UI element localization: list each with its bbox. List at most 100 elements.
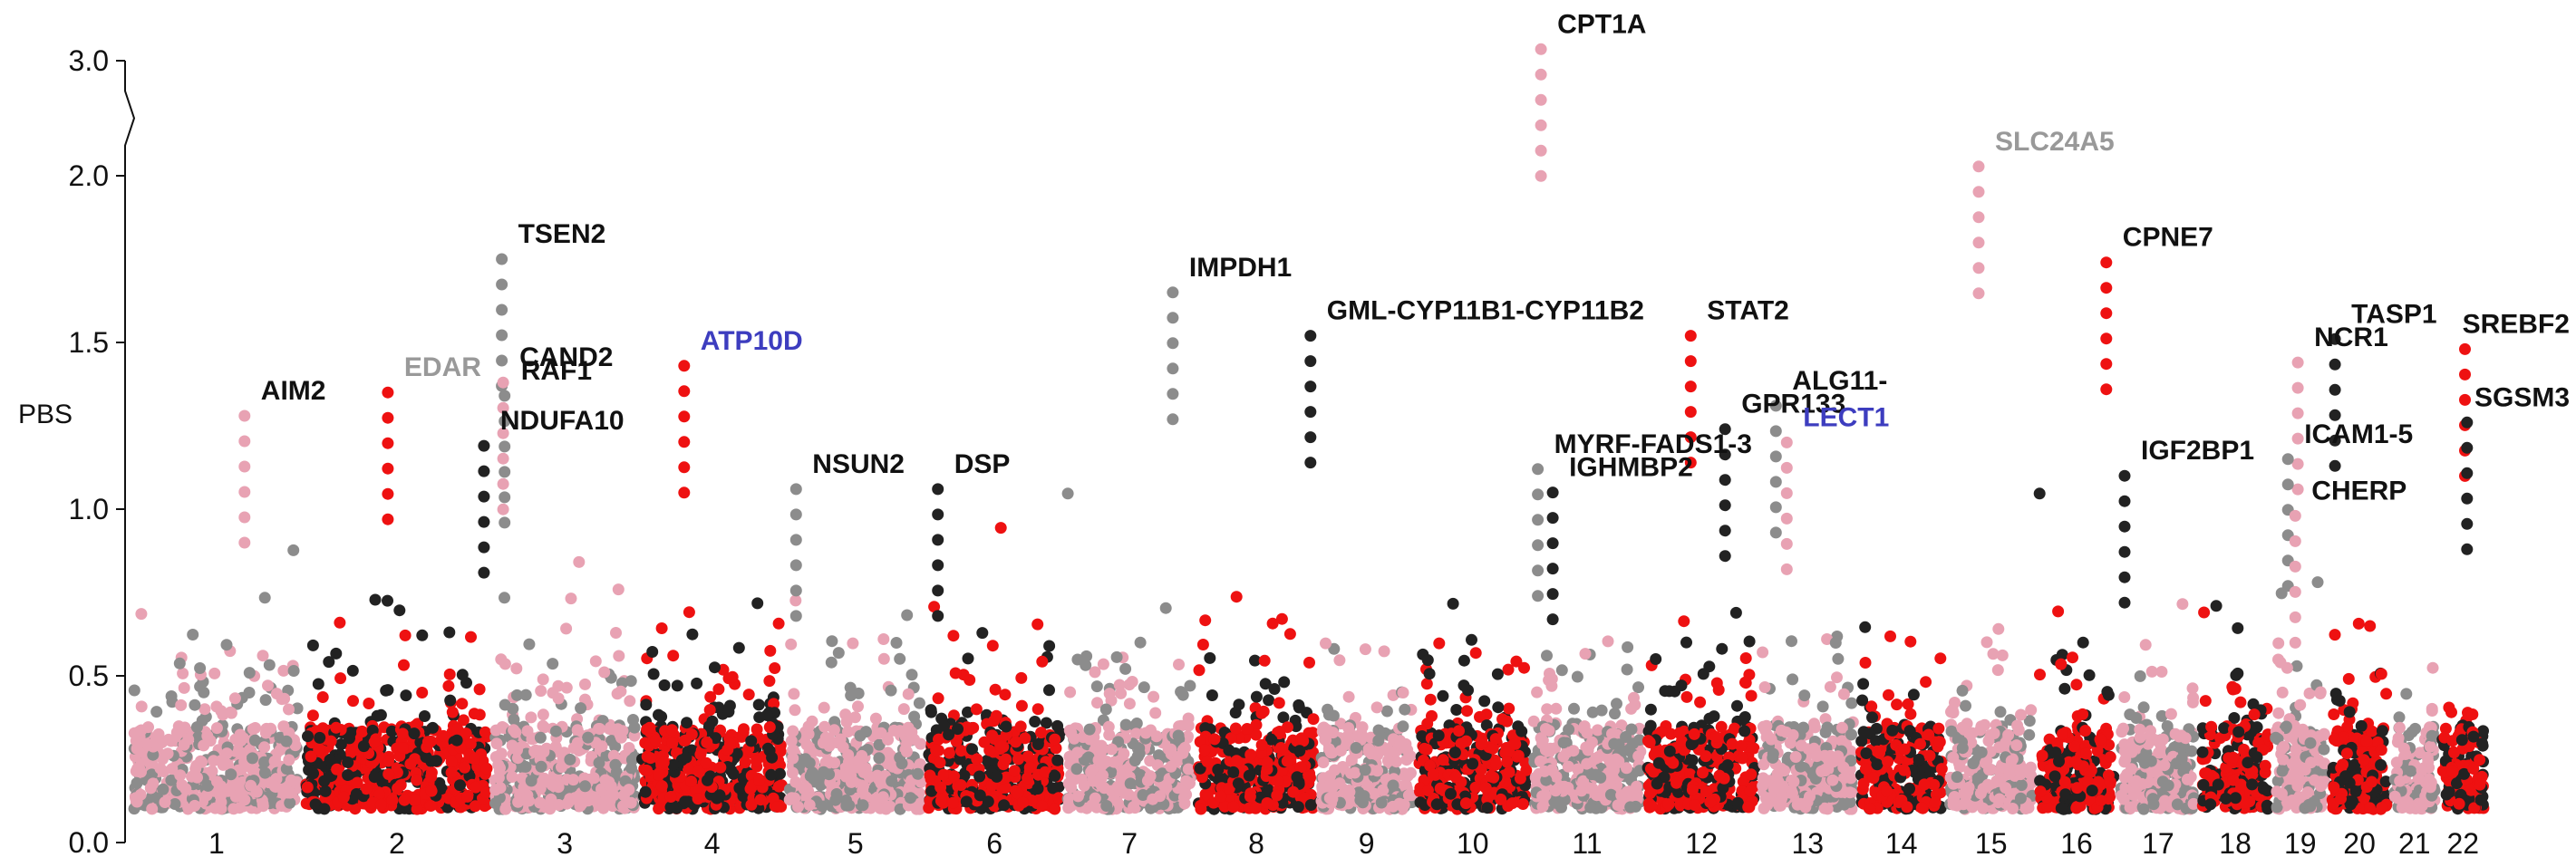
data-point <box>1064 686 1077 698</box>
data-point <box>159 796 171 808</box>
data-point <box>785 638 798 650</box>
data-point <box>489 797 502 810</box>
data-point <box>408 727 421 740</box>
data-point <box>1320 637 1332 650</box>
data-point <box>243 687 256 698</box>
data-point <box>538 721 550 734</box>
data-point <box>1243 769 1255 782</box>
data-point <box>962 706 973 718</box>
data-point <box>357 740 370 753</box>
data-point <box>598 666 611 679</box>
data-point <box>187 629 199 641</box>
data-point <box>1708 710 1720 723</box>
data-point <box>131 742 143 755</box>
data-point <box>1449 771 1462 783</box>
data-point <box>1715 720 1728 733</box>
data-point <box>1700 750 1712 763</box>
data-point <box>908 710 921 723</box>
data-point <box>1437 754 1449 766</box>
data-point <box>1293 701 1305 714</box>
data-point <box>1000 771 1012 784</box>
data-point <box>800 782 813 795</box>
data-point <box>507 702 519 715</box>
data-point <box>1380 705 1393 718</box>
data-point <box>760 709 773 721</box>
data-point <box>189 799 201 812</box>
data-point <box>350 788 363 800</box>
data-point <box>1198 744 1211 756</box>
data-point <box>692 793 704 805</box>
data-point <box>400 689 412 702</box>
data-point <box>742 689 755 701</box>
data-point <box>1149 707 1162 719</box>
data-point <box>1268 683 1281 695</box>
data-point <box>704 690 717 703</box>
data-point <box>573 555 586 568</box>
data-point <box>1729 606 1742 619</box>
data-point <box>399 629 412 641</box>
data-point <box>1281 755 1293 767</box>
data-point <box>818 720 831 733</box>
data-point <box>285 774 297 786</box>
data-point <box>804 770 817 783</box>
data-point <box>1017 796 1029 809</box>
data-point <box>733 782 746 795</box>
data-point <box>935 795 947 807</box>
data-point <box>1421 785 1434 796</box>
data-point <box>499 592 510 604</box>
data-point <box>995 740 1008 753</box>
data-point <box>135 766 147 778</box>
data-point <box>1745 689 1758 702</box>
data-point <box>738 723 750 736</box>
data-point <box>1094 756 1107 768</box>
data-point <box>1015 699 1028 712</box>
data-point <box>1012 787 1024 800</box>
data-point <box>1319 733 1332 746</box>
data-point <box>1506 797 1518 810</box>
chr-7-points <box>1061 487 1197 815</box>
data-point <box>393 604 406 617</box>
data-point <box>671 679 683 692</box>
data-point <box>1536 735 1549 747</box>
data-point <box>934 756 946 769</box>
data-point <box>1437 689 1449 702</box>
data-point <box>416 629 429 641</box>
data-point <box>783 794 796 806</box>
data-point <box>1586 706 1599 718</box>
data-point <box>694 748 707 761</box>
data-point <box>1571 670 1583 683</box>
data-point <box>1049 733 1061 746</box>
data-point <box>932 692 944 705</box>
data-point <box>571 737 584 749</box>
data-point <box>346 664 359 677</box>
data-point <box>751 755 762 767</box>
data-point <box>233 736 246 748</box>
data-point <box>703 704 716 717</box>
data-point <box>189 698 201 711</box>
data-point <box>1427 768 1439 781</box>
data-point <box>1516 725 1528 737</box>
data-point <box>1545 672 1558 685</box>
data-point <box>1469 647 1482 660</box>
data-point <box>1015 671 1028 684</box>
data-point <box>732 641 745 654</box>
data-point <box>1349 766 1361 779</box>
data-point <box>208 667 221 679</box>
data-point <box>257 650 269 662</box>
chr-5-points <box>783 594 927 815</box>
data-point <box>1787 673 1799 686</box>
data-point <box>192 731 205 744</box>
chr-4-points <box>636 597 788 815</box>
data-point <box>1700 785 1712 798</box>
data-point <box>1128 755 1141 767</box>
data-point <box>1604 788 1617 801</box>
data-point <box>576 797 588 810</box>
data-point <box>1323 792 1336 804</box>
data-point <box>1608 737 1621 750</box>
data-point <box>1501 756 1514 768</box>
data-point <box>396 727 409 740</box>
data-point <box>962 652 974 665</box>
data-point <box>1182 763 1195 775</box>
data-point <box>1097 658 1109 670</box>
data-point <box>480 762 493 775</box>
